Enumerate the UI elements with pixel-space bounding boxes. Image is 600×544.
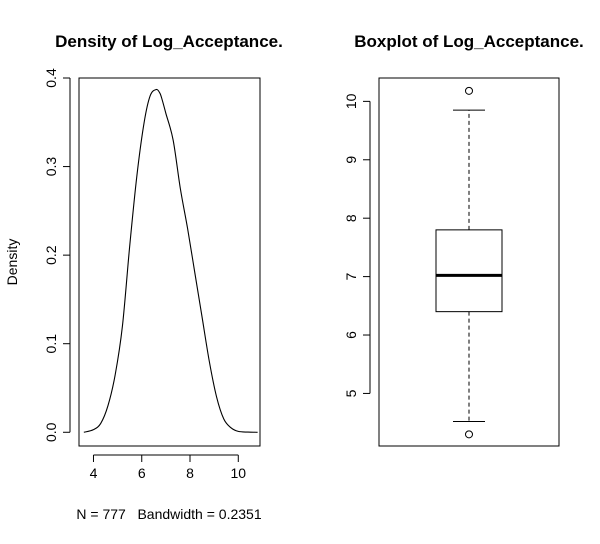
boxplot-y-tick-label: 10 [343,93,359,109]
boxplot-plot-frame [378,77,560,447]
density-panel: Density of Log_Acceptance. Density N = 7… [4,32,283,522]
density-curve [83,88,258,433]
density-x-axis: 4 6 8 10 [90,454,246,481]
boxplot-marks [435,86,503,439]
density-y-tick-label: 0.1 [43,334,59,354]
boxplot-y-tick-label: 6 [343,331,359,339]
boxplot-panel: Boxplot of Log_Acceptance. 5 6 7 8 9 10 [343,32,584,447]
density-y-axis-label: Density [4,239,20,286]
density-y-tick-label: 0.4 [43,68,59,88]
density-y-axis: 0.0 0.1 0.2 0.3 0.4 [43,68,71,442]
boxplot-y-tick-label: 8 [343,214,359,222]
density-chart-title: Density of Log_Acceptance. [55,32,283,51]
boxplot-y-tick-label: 5 [343,389,359,397]
density-x-tick-label: 6 [138,465,146,481]
density-y-tick-label: 0.3 [43,157,59,177]
boxplot-outlier-point [465,86,473,95]
density-x-axis-label: N = 777 Bandwidth = 0.2351 [76,506,261,522]
boxplot-y-tick-label: 7 [343,273,359,281]
density-y-tick-label: 0.2 [43,245,59,265]
boxplot-y-axis: 5 6 7 8 9 10 [343,93,371,397]
boxplot-chart-title: Boxplot of Log_Acceptance. [354,32,584,51]
density-plot-frame [78,77,261,447]
boxplot-box [435,229,503,313]
density-x-tick-label: 10 [230,465,246,481]
boxplot-y-tick-label: 9 [343,156,359,164]
density-y-tick-label: 0.0 [43,422,59,442]
density-x-tick-label: 4 [90,465,98,481]
density-x-tick-label: 8 [186,465,194,481]
boxplot-outlier-point [465,430,473,439]
